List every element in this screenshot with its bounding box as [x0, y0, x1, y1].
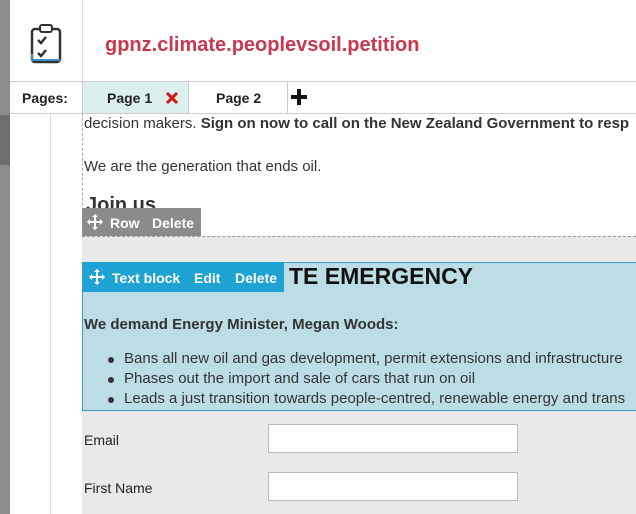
- block-label[interactable]: Text block: [112, 270, 181, 286]
- add-tab-icon[interactable]: [291, 89, 307, 105]
- block-delete[interactable]: Delete: [235, 270, 278, 286]
- tab-label: Page 1: [107, 90, 153, 106]
- tab[interactable]: Page 1: [82, 82, 189, 113]
- text-block-toolbar: Text block Edit Delete: [83, 262, 284, 292]
- remove-icon[interactable]: [166, 92, 178, 104]
- bullet-dot: [108, 357, 114, 363]
- tabs-label: Pages:: [22, 90, 68, 106]
- page-title: gpnz.climate.peoplevsoil.petition: [105, 34, 420, 56]
- intro-bold: Sign on now to call on the New Zealand G…: [200, 115, 630, 132]
- move-icon[interactable]: [87, 214, 103, 230]
- move-icon[interactable]: [89, 269, 105, 285]
- tab[interactable]: Page 2: [187, 82, 288, 113]
- row-label[interactable]: Row: [110, 215, 140, 231]
- icon-cell: [10, 0, 83, 82]
- field-label: Email: [84, 432, 120, 448]
- bullet-text: Phases out the import and sale of cars t…: [124, 370, 476, 387]
- intro-plain: decision makers.: [84, 115, 197, 132]
- text-input[interactable]: [268, 424, 518, 453]
- page-edge: [50, 113, 51, 514]
- paragraph: We are the generation that ends oil.: [84, 158, 322, 175]
- bullet-dot: [108, 377, 114, 383]
- tab-label: Page 2: [216, 90, 262, 106]
- bullet-text: Leads a just transition towards people-c…: [124, 390, 626, 407]
- modal: gpnz.climate.peoplevsoil.petition Pages:…: [10, 0, 636, 514]
- demand: We demand Energy Minister, Megan Woods:: [84, 316, 399, 333]
- row-delete[interactable]: Delete: [152, 215, 195, 231]
- block-edit[interactable]: Edit: [194, 270, 221, 286]
- block-heading: TE EMERGENCY: [289, 263, 474, 289]
- bullet-text: Bans all new oil and gas development, pe…: [124, 350, 623, 367]
- text-input[interactable]: [268, 472, 518, 501]
- intro-text: decision makers. Sign on now to call on …: [84, 115, 629, 132]
- row-toolbar: Row Delete: [82, 208, 201, 236]
- clipboard-icon: [30, 24, 62, 64]
- bullet-dot: [108, 397, 114, 403]
- field-label: First Name: [84, 480, 153, 496]
- backdrop-shade: [0, 115, 10, 165]
